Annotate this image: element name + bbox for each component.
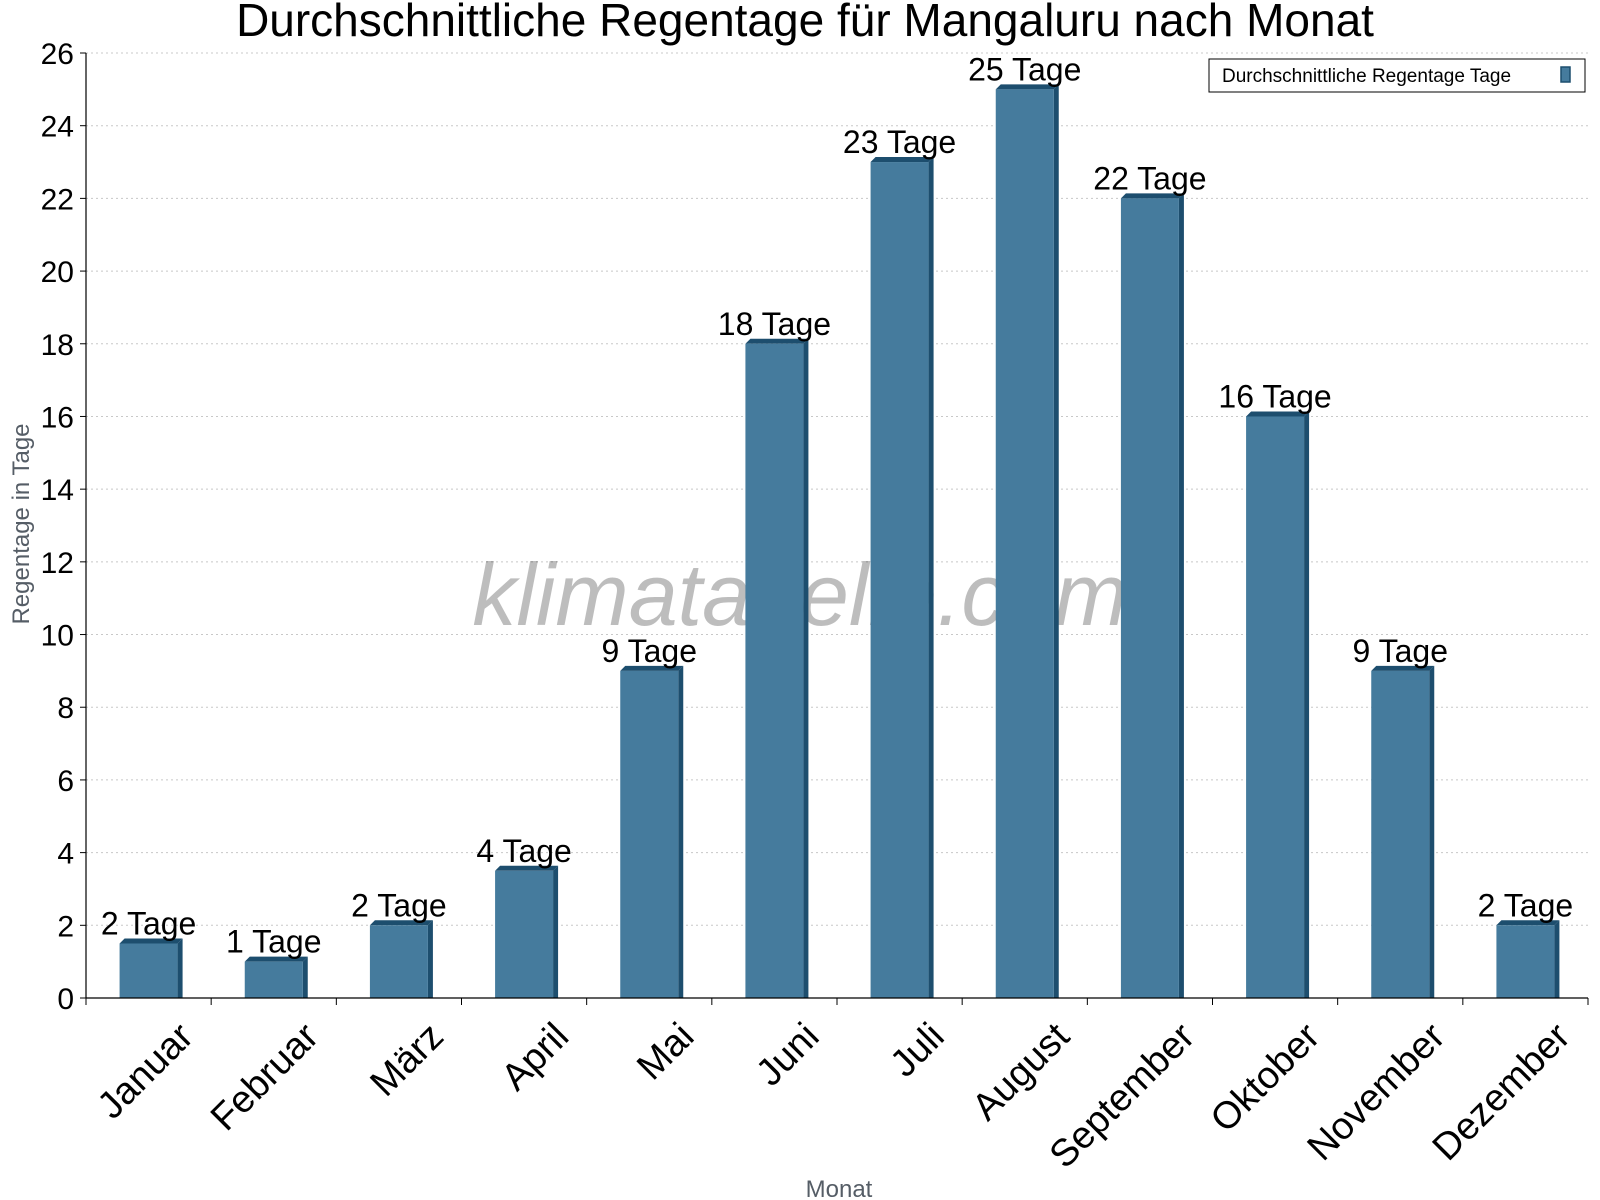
chart-title: Durchschnittliche Regentage für Mangalur… xyxy=(236,0,1374,46)
bar-side xyxy=(1178,193,1184,998)
y-tick-label: 12 xyxy=(41,547,74,580)
bar-front xyxy=(870,162,929,999)
value-label: 22 Tage xyxy=(1093,160,1206,196)
bar-top xyxy=(369,920,433,926)
value-label: 1 Tage xyxy=(226,924,322,960)
bar-front xyxy=(244,961,303,998)
y-tick-label: 26 xyxy=(41,38,74,71)
y-tick-label: 6 xyxy=(57,765,74,798)
bar-front xyxy=(1371,670,1430,998)
bar-side xyxy=(553,865,559,998)
bar-side xyxy=(177,938,183,998)
value-label: 25 Tage xyxy=(968,51,1081,87)
bar-august xyxy=(995,84,1059,999)
value-label: 2 Tage xyxy=(351,887,447,923)
bar-märz xyxy=(369,920,433,998)
bar-top xyxy=(995,84,1059,90)
bar-side xyxy=(427,920,433,998)
y-tick-label: 0 xyxy=(57,983,74,1016)
bars xyxy=(119,84,1560,999)
value-label: 2 Tage xyxy=(101,905,197,941)
bar-top xyxy=(495,865,559,871)
y-tick-label: 8 xyxy=(57,692,74,725)
bar-september xyxy=(1120,193,1184,998)
bar-front xyxy=(1246,416,1305,998)
bar-front xyxy=(1496,925,1555,998)
y-tick-label: 4 xyxy=(57,838,74,871)
legend-box xyxy=(1208,58,1586,93)
bar-front xyxy=(995,89,1054,999)
legend: Durchschnittliche Regentage Tage xyxy=(1208,58,1586,93)
bar-top xyxy=(1496,920,1560,926)
value-label: 2 Tage xyxy=(1478,887,1574,923)
value-label: 16 Tage xyxy=(1218,378,1331,414)
bar-side xyxy=(678,665,684,998)
bar-dezember xyxy=(1496,920,1560,998)
y-tick-label: 14 xyxy=(41,474,74,507)
value-label: 4 Tage xyxy=(476,833,572,869)
legend-label: Durchschnittliche Regentage Tage xyxy=(1222,66,1511,87)
x-axis-title: Monat xyxy=(806,1176,873,1200)
bar-top xyxy=(870,157,934,163)
bar-top xyxy=(1120,193,1184,199)
y-tick-label: 24 xyxy=(41,111,74,144)
bar-top xyxy=(620,665,684,671)
value-label: 18 Tage xyxy=(718,306,831,342)
bar-front xyxy=(119,943,178,998)
bar-top xyxy=(244,956,308,962)
bar-top xyxy=(119,938,183,944)
y-tick-label: 10 xyxy=(41,620,74,653)
bar-front xyxy=(495,870,554,998)
legend-swatch xyxy=(1560,66,1571,83)
bar-side xyxy=(928,157,934,999)
bar-juli xyxy=(870,157,934,999)
bar-top xyxy=(745,338,809,344)
y-tick-label: 16 xyxy=(41,401,74,434)
bar-front xyxy=(745,343,804,998)
value-labels: 2 Tage 1 Tage 2 Tage 4 Tage 9 Tage 18 Tage 23 … xyxy=(101,51,1573,959)
y-axis-title: Regentage in Tage xyxy=(8,423,35,624)
bar-front xyxy=(620,670,679,998)
bar-side xyxy=(1554,920,1560,998)
bar-januar xyxy=(119,938,183,998)
bar-top xyxy=(1246,411,1310,417)
bar-oktober xyxy=(1246,411,1310,998)
bar-side xyxy=(1053,84,1059,999)
bar-side xyxy=(803,338,809,998)
bar-februar xyxy=(244,956,308,998)
y-tick-label: 22 xyxy=(41,183,74,216)
bar-top xyxy=(1371,665,1435,671)
value-label: 23 Tage xyxy=(843,124,956,160)
bar-april xyxy=(495,865,559,998)
bar-front xyxy=(369,925,428,998)
y-tick-label: 20 xyxy=(41,256,74,289)
bar-side xyxy=(1304,411,1310,998)
bar-juni xyxy=(745,338,809,998)
value-label: 9 Tage xyxy=(602,633,698,669)
value-label: 9 Tage xyxy=(1353,633,1449,669)
bar-front xyxy=(1120,198,1179,998)
bar-side xyxy=(302,956,308,998)
y-tick-label: 2 xyxy=(57,910,74,943)
y-tick-label: 18 xyxy=(41,329,74,362)
bar-november xyxy=(1371,665,1435,998)
grid-lines xyxy=(86,52,1588,926)
bar-side xyxy=(1429,665,1435,998)
bar-mai xyxy=(620,665,684,998)
